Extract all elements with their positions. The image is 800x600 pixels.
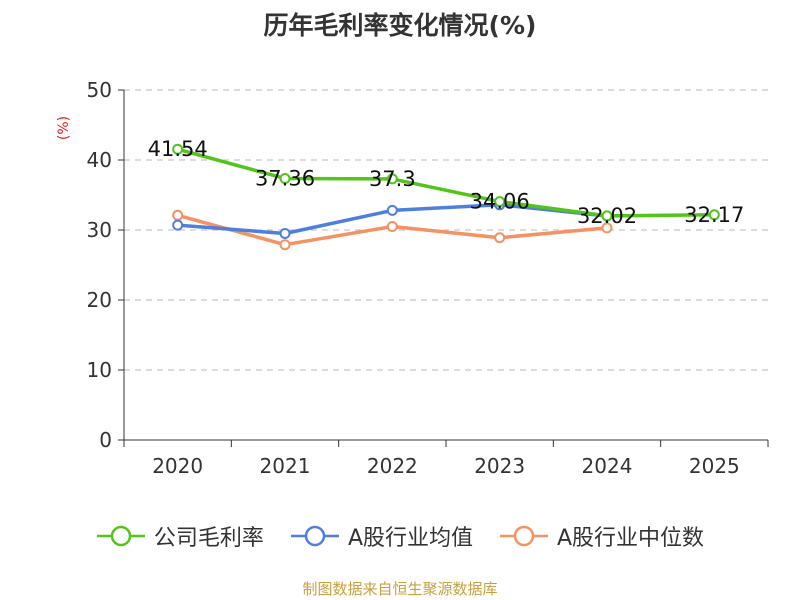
legend-marker-icon (96, 525, 145, 547)
x-tick-label: 2023 (474, 454, 525, 478)
series-0 (172, 143, 720, 222)
data-label: 41.54 (148, 137, 208, 161)
data-label: 34.06 (470, 190, 530, 214)
y-tick-label: 50 (87, 78, 112, 102)
data-point[interactable] (494, 232, 506, 244)
data-point[interactable] (279, 239, 291, 251)
x-tick-label: 2025 (689, 454, 740, 478)
data-point[interactable] (386, 204, 398, 216)
series-2 (172, 209, 613, 251)
data-point[interactable] (279, 172, 291, 184)
data-point[interactable] (279, 228, 291, 239)
data-point[interactable] (601, 222, 613, 234)
legend-label: A股行业均值 (347, 526, 473, 551)
x-tick-label: 2020 (152, 454, 203, 478)
data-label: 32.02 (577, 204, 637, 228)
source-note: 制图数据来自恒生聚源数据库 (302, 580, 498, 598)
legend-item-1[interactable]: A股行业均值 (290, 520, 473, 552)
legend-item-2[interactable]: A股行业中位数 (499, 520, 704, 552)
data-point[interactable] (494, 196, 506, 208)
legend-item-0[interactable]: 公司毛利率 (96, 520, 264, 552)
y-tick-label: 20 (87, 288, 112, 312)
legend: 公司毛利率 A股行业均值 A股行业中位数 (0, 520, 800, 552)
data-label: 32.17 (684, 203, 744, 227)
data-point[interactable] (386, 173, 398, 185)
series-group (172, 143, 720, 251)
data-labels: 41.54 37.36 37.3 34.06 32.02 32.17 (148, 137, 745, 228)
y-tick-label: 40 (87, 148, 112, 172)
data-point[interactable] (172, 209, 184, 221)
chart-title: 历年毛利率变化情况(%) (263, 11, 537, 40)
data-point[interactable] (708, 209, 720, 221)
data-point[interactable] (172, 143, 184, 155)
axes: 0 10 20 30 40 50 2020 2021 2022 2023 2024 2025 (87, 78, 769, 478)
data-point[interactable] (601, 210, 613, 222)
x-tick-label: 2021 (260, 454, 311, 478)
data-point[interactable] (386, 221, 398, 232)
legend-label: 公司毛利率 (153, 526, 264, 551)
data-label: 37.36 (255, 166, 315, 190)
x-tick-label: 2022 (367, 454, 418, 478)
legend-marker-icon (290, 525, 339, 547)
legend-marker-icon (500, 525, 548, 547)
y-tick-label: 0 (99, 428, 112, 452)
x-tick-label: 2024 (582, 454, 633, 478)
series-line (175, 147, 717, 218)
grid-lines (124, 89, 768, 371)
y-tick-label: 30 (87, 218, 112, 242)
data-point[interactable] (172, 219, 184, 231)
legend-label: A股行业中位数 (557, 526, 705, 551)
data-label: 37.3 (369, 167, 416, 191)
y-axis-label: (%) (56, 116, 72, 140)
y-tick-label: 10 (87, 358, 112, 382)
